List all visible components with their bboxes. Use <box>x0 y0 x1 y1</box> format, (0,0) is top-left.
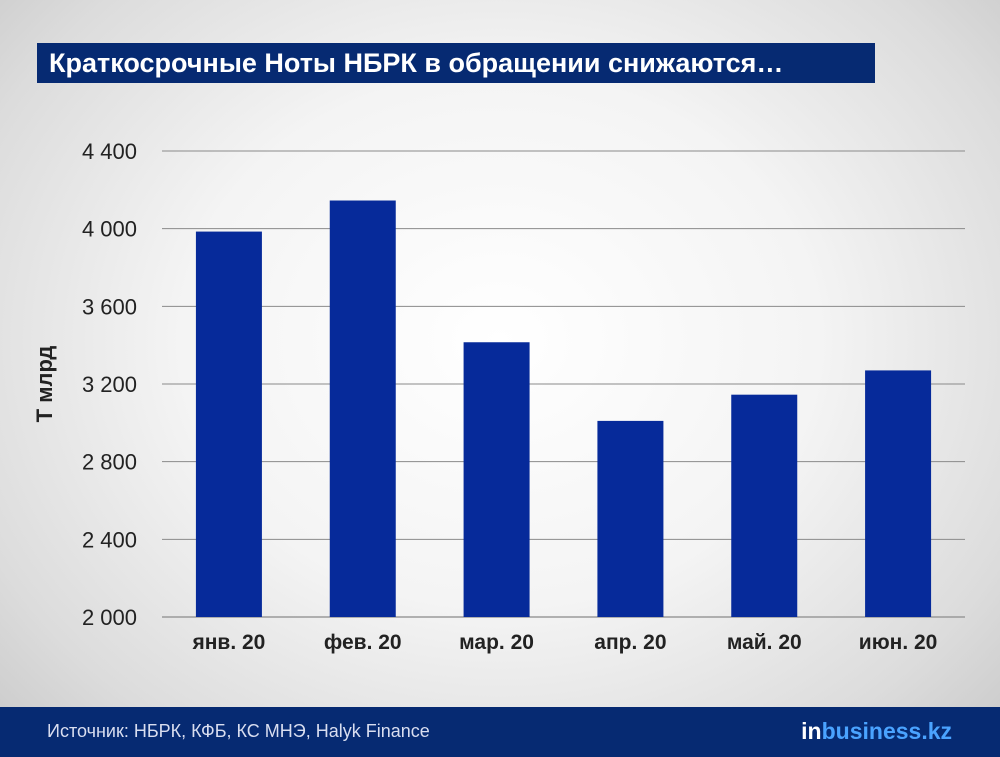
bar <box>597 420 664 617</box>
logo-in: in <box>801 718 822 744</box>
y-tick-label: 2 800 <box>82 450 137 475</box>
bar <box>463 342 530 617</box>
source-note: Источник: НБРК, КФБ, КС МНЭ, Halyk Finan… <box>47 721 430 741</box>
bar <box>329 200 396 617</box>
grid-lines <box>162 150 965 618</box>
y-tick-label: 3 600 <box>82 294 137 319</box>
chart-title: Краткосрочные Ноты НБРК в обращении сниж… <box>37 43 875 83</box>
y-tick-label: 4 400 <box>82 139 137 164</box>
x-tick-label: июн. 20 <box>859 631 938 654</box>
bar <box>731 394 798 617</box>
bars <box>195 200 932 617</box>
x-tick-label: мар. 20 <box>459 631 534 654</box>
y-tick-label: 4 000 <box>82 217 137 242</box>
x-axis-ticks: янв. 20 фев. 20 мар. 20 апр. 20 май. 20 июн. … <box>191 631 937 654</box>
bar <box>865 370 932 617</box>
y-tick-label: 2 400 <box>82 527 137 552</box>
logo-rest: business.kz <box>821 718 952 744</box>
brand-logo[interactable]: inbusiness.kz <box>801 717 952 745</box>
x-tick-label: фев. 20 <box>324 631 402 654</box>
footer-bar: Источник: НБРК, КФБ, КС МНЭ, Halyk Finan… <box>0 707 1000 757</box>
x-tick-label: май. 20 <box>727 631 802 654</box>
x-tick-label: янв. 20 <box>191 631 265 654</box>
y-axis-label: Т млрд <box>32 346 57 423</box>
y-tick-label: 2 000 <box>82 605 137 630</box>
bar <box>195 231 262 617</box>
x-tick-label: апр. 20 <box>594 631 666 654</box>
bar-chart: 2 000 2 400 2 800 3 200 3 600 4 000 4 400 янв.… <box>32 139 965 654</box>
y-axis-ticks: 2 000 2 400 2 800 3 200 3 600 4 000 4 400 <box>82 139 137 630</box>
y-tick-label: 3 200 <box>82 372 137 397</box>
